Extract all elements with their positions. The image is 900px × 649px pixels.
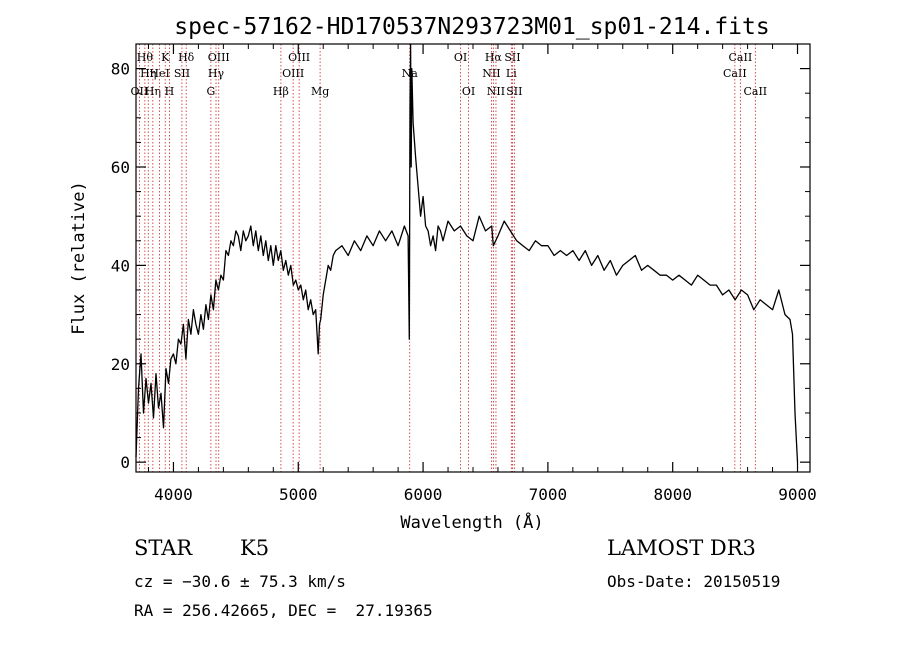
chart-title: spec-57162-HD170537N293723M01_sp01-214.f… (174, 14, 769, 40)
line-marker-label: Li (506, 67, 517, 80)
survey-name: LAMOST DR3 (607, 536, 756, 560)
x-axis-label: Wavelength (Å) (400, 511, 543, 533)
spectrum-series-line (135, 43, 799, 463)
x-tick-label: 8000 (653, 485, 692, 504)
line-marker-label: G (206, 85, 215, 98)
line-marker-label: HeI (149, 67, 169, 80)
obs-date: Obs-Date: 20150519 (607, 572, 781, 591)
x-tick-label: 9000 (778, 485, 817, 504)
y-axis-label: Flux (relative) (69, 181, 89, 335)
x-tick-label: 7000 (529, 485, 568, 504)
line-marker-label: SII (174, 67, 190, 80)
line-marker-label: Hβ (273, 85, 289, 98)
plot-frame (135, 43, 811, 473)
line-marker-label: OIII (282, 67, 304, 80)
emission-line-markers: OIIHθHηHηHeIKHSIIHδGHγOIIIHβOIIIOIIIMgNa… (131, 44, 767, 472)
line-marker-label: Hδ (178, 51, 195, 64)
line-marker-label: Hα (485, 51, 503, 64)
line-marker-label: H (165, 85, 175, 98)
x-tick-label: 4000 (154, 485, 193, 504)
line-marker-label: Hγ (208, 67, 225, 80)
y-axis-ticks: 0 20 40 60 80 (111, 60, 810, 472)
line-marker-label: OI (462, 85, 475, 98)
y-tick-label: 20 (111, 355, 130, 374)
line-marker-label: OI (454, 51, 467, 64)
y-tick-label: 40 (111, 256, 130, 275)
x-axis-ticks: 4000 5000 6000 7000 8000 9000 (147, 44, 817, 504)
line-marker-label: OIII (288, 51, 310, 64)
line-marker-label: Hη (145, 85, 161, 98)
line-marker-label: OIII (208, 51, 230, 64)
line-marker-label: NII (482, 67, 500, 80)
y-tick-label: 0 (120, 453, 130, 472)
line-marker-label: CaII (743, 85, 767, 98)
line-marker-label: Hη (140, 67, 156, 80)
x-tick-label: 6000 (404, 485, 443, 504)
line-marker-label: NII (487, 85, 505, 98)
line-marker-label: SII (504, 51, 520, 64)
line-marker-label: CaII (723, 67, 747, 80)
x-tick-label: 5000 (279, 485, 318, 504)
redshift-readout: cz = −30.6 ± 75.3 km/s (134, 572, 346, 591)
line-marker-label: Mg (311, 85, 329, 98)
y-tick-label: 80 (111, 60, 130, 79)
object-type: STAR (134, 536, 193, 560)
line-marker-label: SII (506, 85, 522, 98)
y-tick-label: 60 (111, 158, 130, 177)
line-marker-label: OII (131, 85, 149, 98)
coordinates: RA = 256.42665, DEC = 27.19365 (134, 601, 433, 620)
line-marker-label: K (161, 51, 170, 64)
line-marker-label: Hθ (137, 51, 154, 64)
spectral-subclass: K5 (240, 536, 270, 560)
line-marker-label: CaII (729, 51, 753, 64)
